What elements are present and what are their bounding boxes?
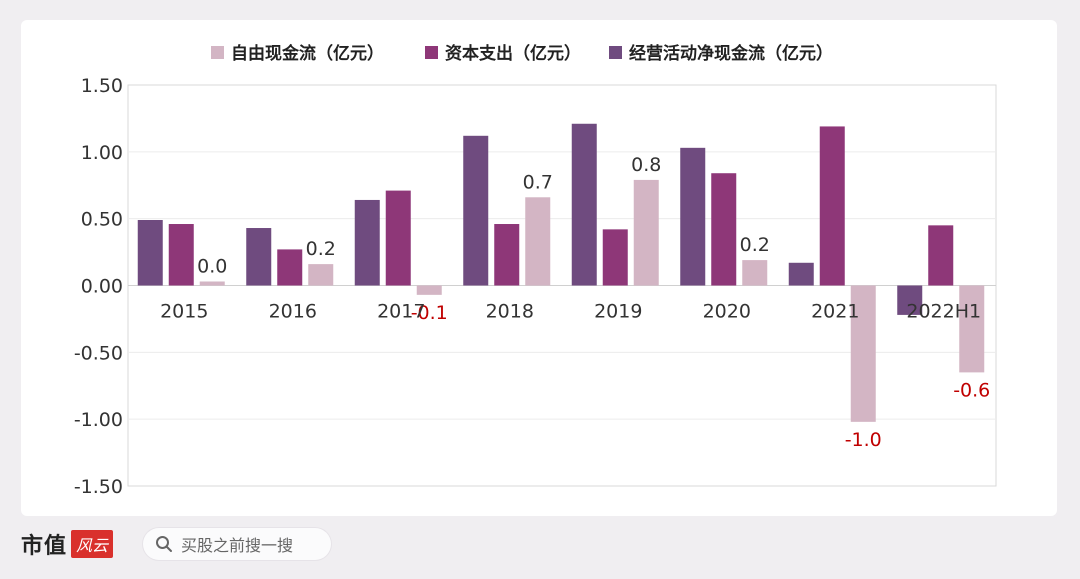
bar xyxy=(928,225,954,286)
search-icon xyxy=(156,536,172,552)
bar xyxy=(525,197,551,286)
bar xyxy=(494,224,520,286)
bar xyxy=(385,190,411,286)
brand-stamp: 风云 xyxy=(71,530,114,558)
data-label: 0.8 xyxy=(631,154,661,176)
bar xyxy=(819,126,845,286)
data-label: 0.0 xyxy=(197,255,227,277)
bar xyxy=(850,285,876,422)
bar xyxy=(199,281,225,286)
x-tick-label: 2018 xyxy=(486,301,534,323)
y-tick-label: -0.50 xyxy=(74,342,123,364)
footer-bar: 市值 风云 买股之前搜一搜 xyxy=(21,524,421,564)
y-tick-label: 1.00 xyxy=(81,142,123,164)
search-placeholder: 买股之前搜一搜 xyxy=(181,536,294,555)
bar xyxy=(308,264,334,286)
bar xyxy=(633,179,659,286)
bar xyxy=(788,262,814,286)
bar xyxy=(742,260,768,286)
x-tick-label: 2017 xyxy=(377,301,425,323)
bar xyxy=(711,173,737,286)
x-tick-label: 2021 xyxy=(811,301,859,323)
bar xyxy=(277,249,303,286)
bar xyxy=(416,285,442,295)
x-tick-label: 2020 xyxy=(703,301,751,323)
bar xyxy=(463,135,489,286)
legend-swatch xyxy=(425,46,438,59)
data-label: -1.0 xyxy=(845,429,882,451)
legend-swatch xyxy=(609,46,622,59)
brand-name: 市值 xyxy=(21,533,68,559)
legend-swatch xyxy=(211,46,224,59)
x-tick-label: 2019 xyxy=(594,301,642,323)
y-tick-label: -1.50 xyxy=(74,476,123,498)
data-label: 0.7 xyxy=(523,171,553,193)
y-tick-label: -1.00 xyxy=(74,409,123,431)
brand-logo: 市值 风云 xyxy=(21,528,114,560)
y-tick-label: 1.50 xyxy=(81,75,123,97)
legend-label: 经营活动净现金流（亿元） xyxy=(629,43,833,64)
y-tick-label: 0.00 xyxy=(81,276,123,298)
x-tick-label: 2015 xyxy=(160,301,208,323)
bar xyxy=(246,228,272,286)
search-box[interactable]: 买股之前搜一搜 xyxy=(143,528,331,560)
bar xyxy=(168,224,194,286)
bar xyxy=(602,229,628,286)
legend-label: 资本支出（亿元） xyxy=(445,43,581,64)
bar xyxy=(137,220,163,286)
bar-chart: 1.50 1.00 0.50 0.00 -0.50 -1.00 -1.50 0.0 2015 0.… xyxy=(74,43,997,498)
data-label: -0.1 xyxy=(411,302,448,324)
bar xyxy=(897,285,923,315)
bar xyxy=(959,285,985,373)
y-tick-label: 0.50 xyxy=(81,209,123,231)
bar xyxy=(354,199,380,286)
x-tick-label: 2022H1 xyxy=(906,301,981,323)
chart-card: 1.50 1.00 0.50 0.00 -0.50 -1.00 -1.50 0.0 2015 0.… xyxy=(21,20,1057,516)
x-tick-label: 2016 xyxy=(269,301,317,323)
legend-label: 自由现金流（亿元） xyxy=(231,43,384,64)
data-label: -0.6 xyxy=(953,379,990,401)
data-label: 0.2 xyxy=(306,238,336,260)
data-label: 0.2 xyxy=(740,234,770,256)
bar xyxy=(571,123,597,286)
bar xyxy=(680,147,706,286)
